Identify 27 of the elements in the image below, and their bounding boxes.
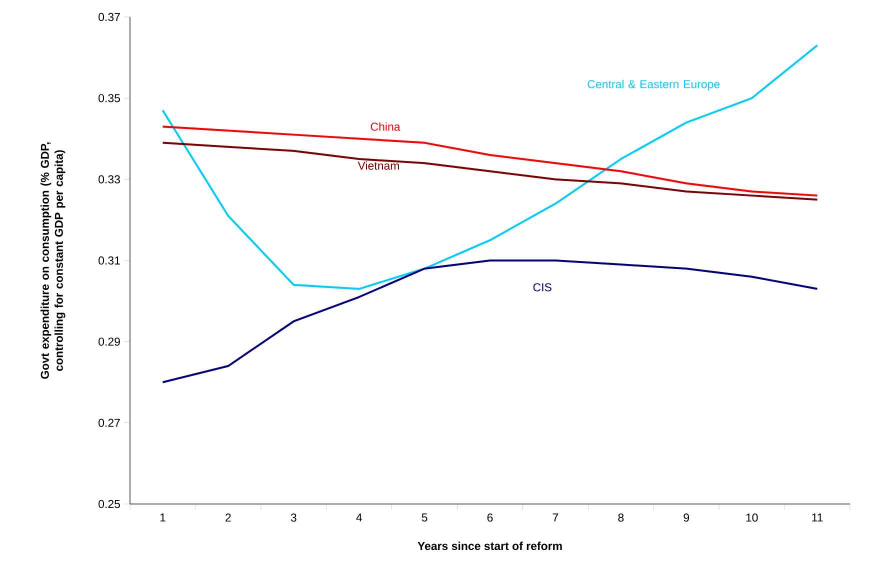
series-label: Vietnam: [358, 161, 399, 170]
y-tick-label: 0.35: [98, 94, 120, 102]
x-tick-label: 7: [552, 514, 558, 522]
series-label: China: [370, 122, 400, 131]
series-label: Central & Eastern Europe: [588, 80, 720, 91]
y-axis-title: Govt expenditure on consumption (% GDP, controlling for constant GDP per capita): [40, 142, 66, 379]
y-tick-label: 0.33: [98, 175, 120, 184]
y-tick-label: 0.27: [98, 418, 120, 427]
y-tick-label: 0.29: [98, 338, 120, 346]
x-tick-label: 3: [290, 514, 296, 522]
x-tick-label: 11: [812, 514, 823, 522]
line-series: [162, 44, 818, 290]
y-tick-label: 0.31: [98, 256, 120, 265]
x-tick-label: 1: [160, 514, 166, 522]
x-tick-label: 6: [487, 514, 493, 522]
x-tick-label: 4: [356, 514, 362, 522]
x-tick-label: 8: [618, 514, 624, 522]
x-axis-title: Years since start of reform: [418, 542, 562, 550]
x-tick-label: 10: [746, 514, 758, 522]
series-label: CIS: [533, 283, 552, 292]
x-tick-label: 5: [422, 514, 428, 522]
y-tick-label: 0.25: [98, 500, 120, 508]
line-series: [162, 259, 818, 384]
line-series: [162, 142, 818, 201]
x-tick-label: 9: [684, 514, 690, 522]
x-tick-label: 2: [226, 514, 231, 522]
y-tick-label: 0.37: [98, 12, 120, 22]
